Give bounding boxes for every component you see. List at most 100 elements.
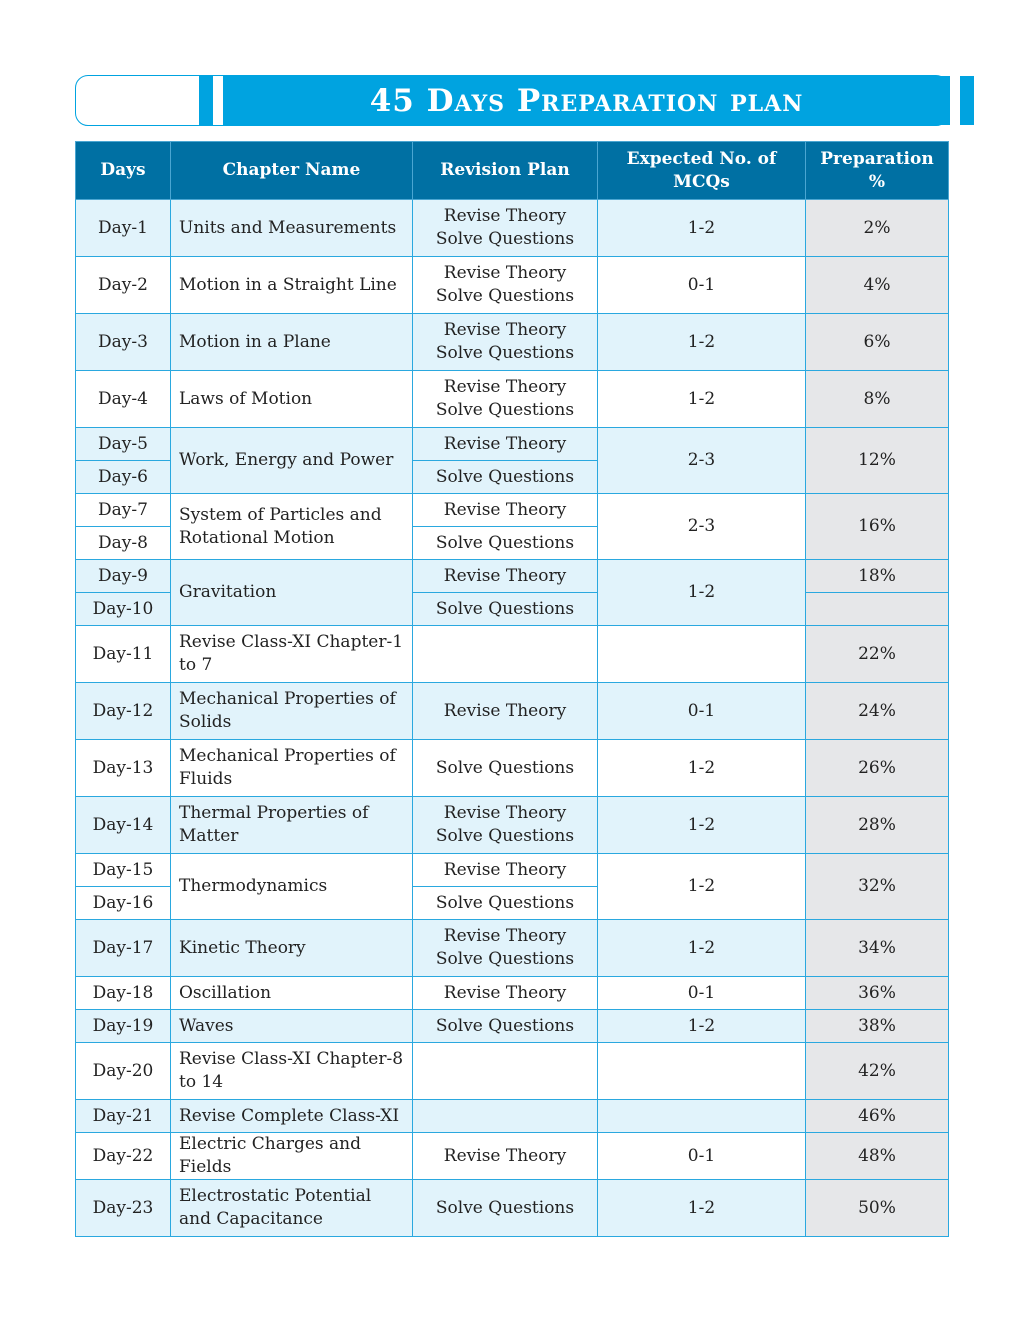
mcq-cell: 2-3 (597, 493, 806, 560)
pct-cell: 38% (805, 1009, 949, 1043)
day-cell: Day-3 (75, 313, 171, 371)
mcq-cell: 0-1 (597, 976, 806, 1010)
mcq-cell (597, 1099, 806, 1133)
pct-cell: 36% (805, 976, 949, 1010)
mcq-cell: 1-2 (597, 370, 806, 428)
plan-cell: Revise Theory Solve Questions (412, 796, 598, 854)
banner-main-bar (223, 76, 950, 125)
day-cell: Day-18 (75, 976, 171, 1010)
pct-cell: 48% (805, 1132, 949, 1180)
plan-cell: Revise Theory Solve Questions (412, 919, 598, 977)
plan-line: Solve Questions (435, 229, 575, 249)
plan-cell: Revise Theory Solve Questions (412, 199, 598, 257)
chapter-cell: Thermodynamics (170, 853, 413, 920)
table-row: Day-22 Electric Charges and Fields Revis… (75, 1132, 949, 1180)
table-row: Day-21 Revise Complete Class-XI 46% (75, 1099, 949, 1133)
day-cell: Day-6 (75, 460, 171, 494)
table-row: Day-12 Mechanical Properties of Solids R… (75, 682, 949, 740)
plan-cell: Revise Theory (412, 427, 598, 461)
plan-line: Revise Theory (443, 377, 567, 397)
chapter-cell: Electrostatic Potential and Capacitance (170, 1179, 413, 1237)
pct-cell: 4% (805, 256, 949, 314)
pct-cell: 42% (805, 1042, 949, 1100)
chapter-cell: Gravitation (170, 559, 413, 626)
mcq-cell (597, 625, 806, 683)
plan-cell (412, 1099, 598, 1133)
chapter-cell: Oscillation (170, 976, 413, 1010)
mcq-cell (597, 1042, 806, 1100)
mcq-cell: 0-1 (597, 256, 806, 314)
day-cell: Day-17 (75, 919, 171, 977)
header-chapter: Chapter Name (170, 141, 413, 200)
day-cell: Day-22 (75, 1132, 171, 1180)
day-cell: Day-8 (75, 526, 171, 560)
plan-cell: Solve Questions (412, 526, 598, 560)
day-cell: Day-16 (75, 886, 171, 920)
pct-cell: 8% (805, 370, 949, 428)
plan-cell: Revise Theory (412, 682, 598, 740)
plan-line: Solve Questions (435, 400, 575, 420)
chapter-cell: Revise Class-XI Chapter-1 to 7 (170, 625, 413, 683)
table-row: Day-17 Kinetic Theory Revise Theory Solve… (75, 919, 949, 977)
plan-line: Solve Questions (435, 826, 575, 846)
plan-cell: Revise Theory (412, 976, 598, 1010)
plan-cell: Revise Theory Solve Questions (412, 256, 598, 314)
day-cell: Day-20 (75, 1042, 171, 1100)
table-row: Day-8 Solve Questions (75, 526, 949, 560)
day-cell: Day-4 (75, 370, 171, 428)
day-cell: Day-12 (75, 682, 171, 740)
header-revision-plan: Revision Plan (412, 141, 598, 200)
preparation-table: Days Chapter Name Revision Plan Expected… (75, 141, 949, 1237)
pct-cell: 24% (805, 682, 949, 740)
pct-cell: 28% (805, 796, 949, 854)
pct-cell: 2% (805, 199, 949, 257)
table-row: Day-11 Revise Class-XI Chapter-1 to 7 22… (75, 625, 949, 683)
table-row: Day-18 Oscillation Revise Theory 0-1 36% (75, 976, 949, 1010)
day-cell: Day-19 (75, 1009, 171, 1043)
table-row: Day-14 Thermal Properties of Matter Revi… (75, 796, 949, 854)
day-cell: Day-5 (75, 427, 171, 461)
table-row: Day-16 Solve Questions (75, 886, 949, 920)
plan-cell: Solve Questions (412, 592, 598, 626)
day-cell: Day-23 (75, 1179, 171, 1237)
table-row: Day-5 Work, Energy and Power Revise Theo… (75, 427, 949, 494)
plan-line: Revise Theory (443, 803, 567, 823)
pct-cell: 50% (805, 1179, 949, 1237)
chapter-cell: Waves (170, 1009, 413, 1043)
day-cell: Day-10 (75, 592, 171, 626)
mcq-cell: 0-1 (597, 1132, 806, 1180)
plan-line: Revise Theory (443, 263, 567, 283)
day-cell: Day-11 (75, 625, 171, 683)
mcq-cell: 1-2 (597, 1179, 806, 1237)
plan-line: Solve Questions (435, 949, 575, 969)
header-days: Days (75, 141, 171, 200)
day-cell: Day-7 (75, 493, 171, 527)
chapter-cell: System of Particles and Rotational Motio… (170, 493, 413, 560)
pct-cell: 46% (805, 1099, 949, 1133)
plan-line: Revise Theory (443, 206, 567, 226)
banner-left-bar (199, 76, 213, 125)
title-banner: 45 Days Preparation plan (75, 75, 974, 126)
table-row: Day-1 Units and Measurements Revise Theo… (75, 199, 949, 257)
pct-cell: 12% (805, 427, 949, 494)
day-cell: Day-13 (75, 739, 171, 797)
plan-cell: Revise Theory (412, 1132, 598, 1180)
plan-line: Solve Questions (435, 286, 575, 306)
plan-cell: Solve Questions (412, 1179, 598, 1237)
chapter-cell: Units and Measurements (170, 199, 413, 257)
pct-cell: 34% (805, 919, 949, 977)
table-row: Day-15 Thermodynamics Revise Theory 1-2 … (75, 853, 949, 920)
table-row: Day-23 Electrostatic Potential and Capac… (75, 1179, 949, 1237)
table-row: Day-13 Mechanical Properties of Fluids S… (75, 739, 949, 797)
plan-cell: Revise Theory (412, 853, 598, 887)
pct-cell: 6% (805, 313, 949, 371)
plan-cell: Solve Questions (412, 739, 598, 797)
header-mcqs: Expected No. of MCQs (597, 141, 806, 200)
table-row: Day-20 Revise Class-XI Chapter-8 to 14 4… (75, 1042, 949, 1100)
page-title: 45 Days Preparation plan (369, 82, 804, 119)
table-header-row: Days Chapter Name Revision Plan Expected… (75, 141, 949, 200)
plan-cell: Solve Questions (412, 886, 598, 920)
header-preparation-label: Preparation % (820, 148, 934, 192)
table-row: Day-3 Motion in a Plane Revise Theory Sol… (75, 313, 949, 371)
plan-line: Revise Theory (443, 320, 567, 340)
